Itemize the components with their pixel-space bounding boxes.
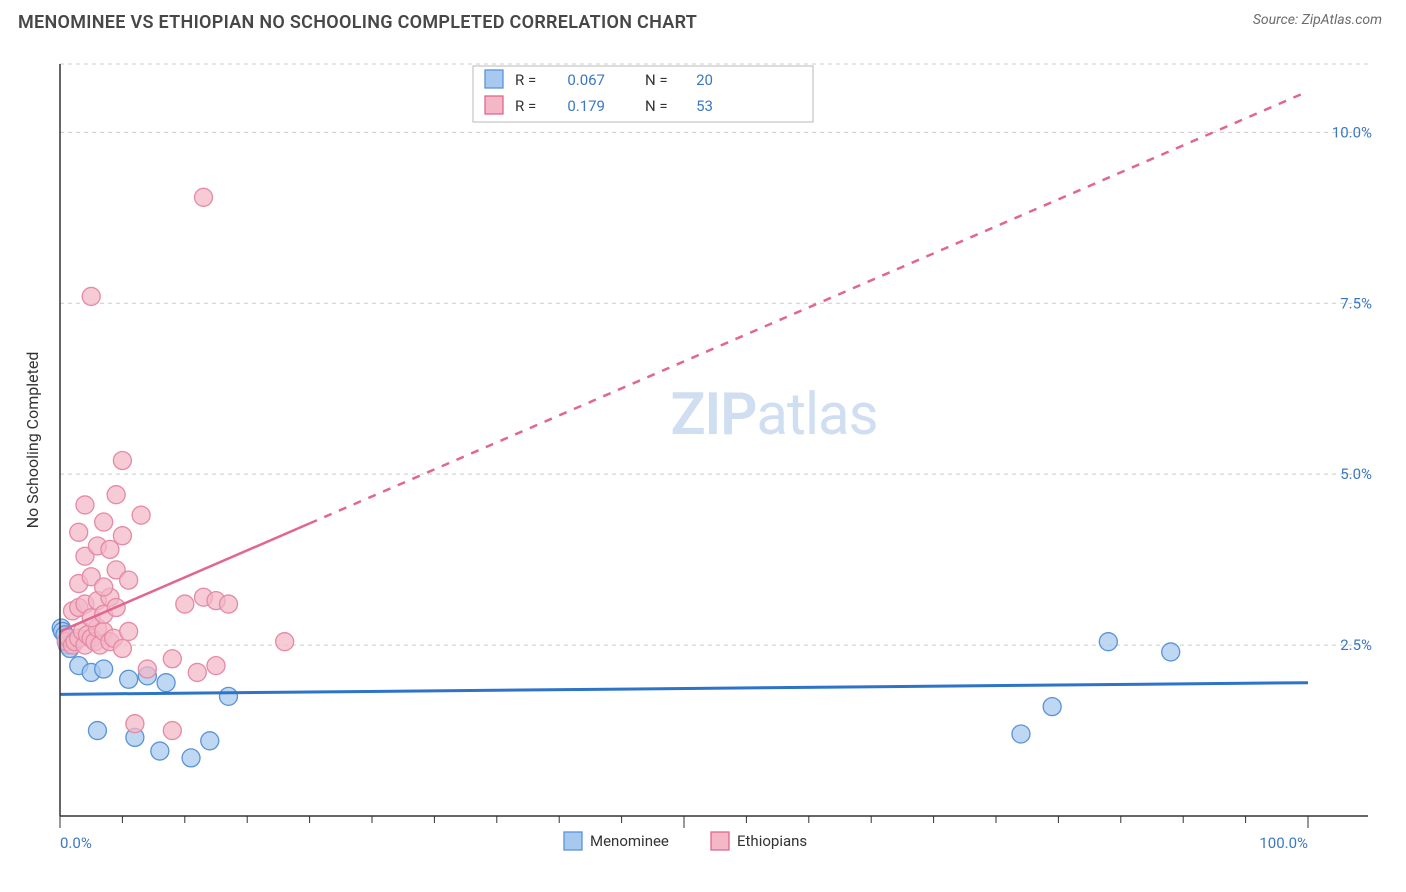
- data-point: [95, 578, 113, 596]
- series-ethiopians: [57, 188, 293, 739]
- data-point: [188, 663, 206, 681]
- source-attribution: Source: ZipAtlas.com: [1253, 12, 1382, 28]
- legend-top: R = 0.067 N = 20 R = 0.179 N = 53: [473, 66, 813, 122]
- data-point: [163, 650, 181, 668]
- y-tick-label: 10.0%: [1332, 123, 1372, 141]
- data-point: [126, 715, 144, 733]
- data-point: [113, 452, 131, 470]
- data-point: [1099, 633, 1117, 651]
- chart-container: ZIPatlas 0.0% 100.0% 2.5% 5.0% 7.5% 10.0% No Sc…: [18, 46, 1388, 874]
- data-point: [219, 687, 237, 705]
- data-point: [82, 287, 100, 305]
- legend-n-value: 20: [696, 71, 713, 89]
- data-point: [95, 513, 113, 531]
- data-point: [182, 749, 200, 767]
- legend-r-label: R =: [515, 71, 536, 89]
- legend-n-label: N =: [645, 97, 668, 115]
- data-point: [120, 571, 138, 589]
- legend-n-label: N =: [645, 71, 668, 89]
- data-point: [95, 660, 113, 678]
- data-point: [1012, 725, 1030, 743]
- legend-r-value: 0.067: [567, 71, 605, 89]
- data-point: [107, 486, 125, 504]
- data-point: [88, 722, 106, 740]
- watermark: ZIPatlas: [670, 381, 877, 449]
- data-point: [113, 640, 131, 658]
- trend-line-dashed: [310, 91, 1308, 523]
- legend-n-value: 53: [696, 97, 713, 115]
- y-tick-label: 7.5%: [1340, 294, 1372, 312]
- data-point: [1043, 698, 1061, 716]
- x-tick-label: 0.0%: [60, 834, 92, 852]
- data-point: [70, 523, 88, 541]
- data-point: [1162, 643, 1180, 661]
- legend-swatch: [485, 96, 503, 114]
- legend-bottom: Menominee Ethiopians: [564, 832, 807, 850]
- data-point: [276, 633, 294, 651]
- data-point: [176, 595, 194, 613]
- legend-series-label: Menominee: [590, 832, 669, 850]
- legend-swatch: [485, 70, 503, 88]
- data-point: [195, 188, 213, 206]
- data-point: [132, 506, 150, 524]
- legend-series-label: Ethiopians: [737, 832, 807, 850]
- y-axis-title: No Schooling Completed: [23, 352, 42, 529]
- correlation-chart: ZIPatlas 0.0% 100.0% 2.5% 5.0% 7.5% 10.0% No Sc…: [18, 46, 1388, 874]
- trend-line: [60, 683, 1308, 695]
- legend-swatch: [564, 832, 582, 850]
- x-tick-label: 100.0%: [1259, 834, 1308, 852]
- y-tick-label: 2.5%: [1340, 636, 1372, 654]
- y-tick-label: 5.0%: [1340, 465, 1372, 483]
- legend-r-value: 0.179: [567, 97, 605, 115]
- data-point: [201, 732, 219, 750]
- data-point: [219, 595, 237, 613]
- data-point: [120, 670, 138, 688]
- data-point: [163, 722, 181, 740]
- data-point: [157, 674, 175, 692]
- legend-swatch: [711, 832, 729, 850]
- legend-r-label: R =: [515, 97, 536, 115]
- data-point: [138, 660, 156, 678]
- data-point: [151, 742, 169, 760]
- data-point: [120, 622, 138, 640]
- data-point: [113, 527, 131, 545]
- data-point: [207, 657, 225, 675]
- chart-title: MENOMINEE VS ETHIOPIAN NO SCHOOLING COMP…: [18, 12, 697, 33]
- data-point: [76, 496, 94, 514]
